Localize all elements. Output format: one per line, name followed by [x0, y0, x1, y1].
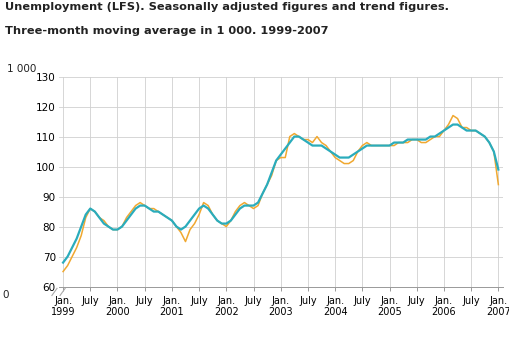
Text: 0: 0 — [3, 290, 9, 300]
Text: Unemployment (LFS). Seasonally adjusted figures and trend figures.: Unemployment (LFS). Seasonally adjusted … — [5, 2, 449, 12]
Text: 1 000: 1 000 — [8, 64, 37, 74]
Text: Three-month moving average in 1 000. 1999-2007: Three-month moving average in 1 000. 199… — [5, 26, 329, 36]
